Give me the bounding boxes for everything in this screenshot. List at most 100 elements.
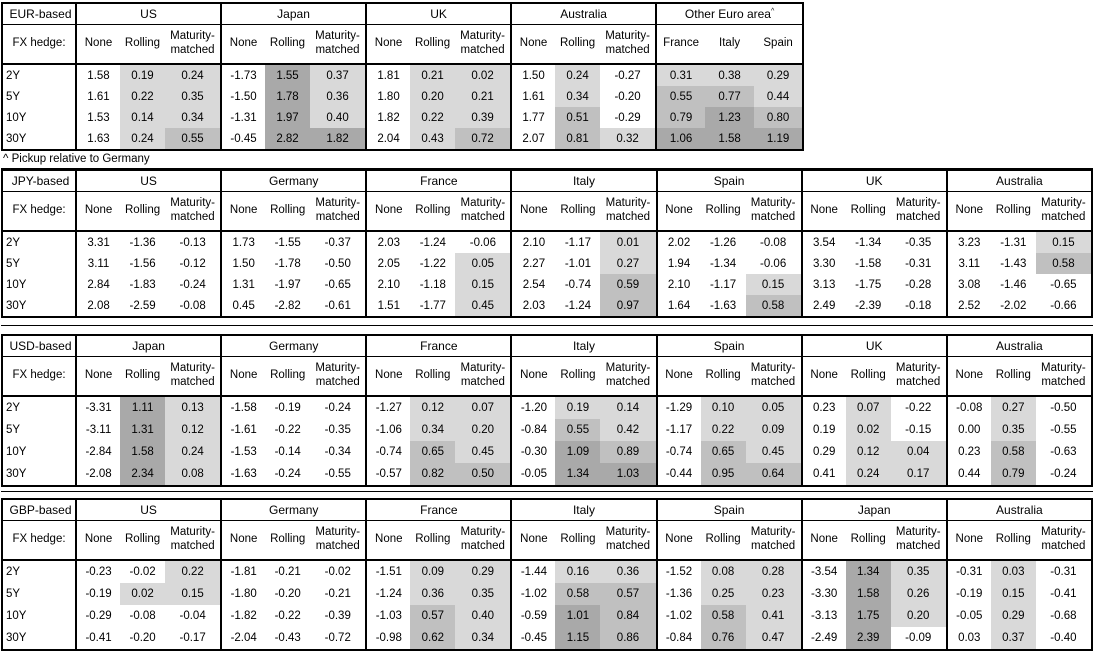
- value-cell: -1.58: [220, 396, 266, 419]
- value-cell: 1.94: [655, 253, 701, 274]
- hedge-column-header: Rolling: [265, 191, 311, 232]
- value-cell: 0.24: [845, 463, 891, 486]
- value-cell: -0.29: [614, 111, 641, 124]
- hedge-column-header: Maturity-matched: [1035, 356, 1092, 397]
- value-cell: 2.03: [510, 295, 556, 317]
- value-cell: -0.66: [1050, 299, 1077, 312]
- value-cell: 1.06: [655, 128, 706, 150]
- value-cell: 0.19: [800, 419, 846, 441]
- hedge-column-header: None: [800, 520, 846, 561]
- tenor-row: 10Y 2.84 -1.83 -0.24 1.31 -1.97 -0.65 2.10 -1.18…: [2, 274, 1092, 295]
- value-cell: 0.23: [745, 583, 802, 605]
- value-cell: 0.22: [165, 560, 222, 583]
- tenor-row: 30Y -0.41 -0.20 -0.17 -2.04 -0.43 -0.72 -0.98 0.…: [2, 627, 1092, 650]
- country-name: Spain: [713, 339, 745, 353]
- value-cell: -0.55: [324, 468, 351, 480]
- country-name: Australia: [560, 7, 607, 21]
- value-cell: -1.43: [1000, 257, 1027, 270]
- value-cell: -0.14: [274, 446, 301, 458]
- hedge-column-header: None: [945, 520, 991, 561]
- hedge-column-header: None: [655, 356, 701, 397]
- value-cell: 0.19: [120, 64, 165, 86]
- value-cell: -0.21: [324, 588, 351, 600]
- value-cell: 0.44: [945, 463, 991, 486]
- country-group-header: Japan: [800, 499, 947, 521]
- country-group-header: Spain: [655, 170, 802, 192]
- value-cell: 0.80: [754, 107, 804, 128]
- value-cell: -0.65: [324, 278, 351, 291]
- value-cell: 0.82: [410, 463, 456, 486]
- tenor-label: 30Y: [6, 132, 27, 145]
- value-cell: -0.35: [324, 424, 351, 436]
- country-header-row: JPY-based US Germany France Italy Spain UK Aust…: [2, 170, 1092, 192]
- country-name: US: [140, 7, 157, 21]
- value-cell: -0.34: [324, 446, 351, 458]
- value-cell: -0.50: [324, 257, 351, 270]
- hedge-column-header: Maturity-matched: [1035, 191, 1092, 232]
- value-cell: 1.58: [845, 583, 891, 605]
- value-cell: 0.36: [600, 560, 657, 583]
- value-cell: 0.29: [990, 605, 1036, 627]
- value-cell: 0.42: [600, 419, 657, 441]
- base-currency-label: EUR-based: [2, 3, 76, 25]
- hedge-column-header: None: [945, 191, 991, 232]
- value-cell: -0.20: [274, 588, 301, 600]
- value-cell: 2.02: [655, 231, 701, 253]
- country-name: Spain: [713, 503, 745, 517]
- value-cell: 1.82: [365, 107, 411, 128]
- country-group-header: Australia: [945, 335, 1092, 357]
- hedge-column-header: Maturity-matched: [310, 356, 367, 397]
- value-cell: 1.55: [265, 64, 311, 86]
- hedge-column-header: Rolling: [845, 191, 891, 232]
- value-cell: 3.13: [800, 274, 846, 295]
- country-name: Australia: [996, 503, 1043, 517]
- hedge-type-header-row: FX hedge: None Rolling Maturity-matched None…: [2, 191, 1092, 232]
- value-cell: -1.56: [129, 257, 156, 270]
- value-cell: 0.79: [655, 107, 706, 128]
- hedge-column-header: None: [945, 356, 991, 397]
- value-cell: -0.84: [655, 627, 701, 650]
- country-group-header: US: [75, 170, 222, 192]
- value-cell: 1.58: [120, 441, 166, 463]
- country-name: Spain: [713, 174, 745, 188]
- value-cell: 0.81: [555, 128, 601, 150]
- country-name: Australia: [996, 174, 1043, 188]
- hedge-column-header: Maturity-matched: [745, 356, 802, 397]
- country-header-row: GBP-based US Germany France Italy Spain Japan A…: [2, 499, 1092, 521]
- value-cell: 0.03: [990, 560, 1036, 583]
- country-group-header: France: [365, 335, 512, 357]
- value-cell: 0.32: [600, 128, 657, 150]
- value-cell: 0.02: [455, 64, 512, 86]
- hedge-column-header: Rolling: [410, 24, 456, 65]
- value-cell: -0.08: [945, 396, 991, 419]
- value-cell: -1.34: [855, 236, 882, 249]
- value-cell: -0.98: [365, 627, 411, 650]
- value-cell: 0.29: [455, 560, 512, 583]
- value-cell: 3.23: [945, 231, 991, 253]
- value-cell: -0.57: [365, 463, 411, 486]
- value-cell: 3.11: [945, 253, 991, 274]
- hedge-column-header: Rolling: [700, 191, 746, 232]
- hedge-column-header: Maturity-matched: [165, 191, 222, 232]
- country-name: France: [420, 503, 458, 517]
- value-cell: 1.50: [510, 64, 556, 86]
- value-cell: -1.36: [129, 236, 156, 249]
- value-cell: 1.03: [600, 463, 657, 486]
- hedge-type-header-row: FX hedge: None Rolling Maturity-matched None…: [2, 24, 804, 65]
- value-cell: -0.18: [905, 299, 932, 312]
- value-cell: 0.02: [120, 583, 166, 605]
- country-group-header: Germany: [220, 335, 367, 357]
- separator-rule: [1, 487, 1093, 492]
- country-group-header: US: [74, 3, 222, 25]
- value-cell: 1.58: [705, 128, 755, 150]
- tenor-row: 5Y -3.11 1.31 0.12 -1.61 -0.22 -0.35 -1.06 0.34 0…: [2, 419, 1092, 441]
- value-cell: 0.15: [1035, 231, 1092, 253]
- country-group-header: Italy: [510, 170, 657, 192]
- value-cell: 0.09: [745, 419, 802, 441]
- tenor-label: 10Y: [6, 278, 27, 291]
- value-cell: -0.21: [274, 566, 301, 578]
- value-cell: 1.31: [120, 419, 166, 441]
- value-cell: 0.45: [745, 441, 802, 463]
- value-cell: 1.53: [75, 107, 120, 128]
- value-cell: 3.31: [75, 231, 121, 253]
